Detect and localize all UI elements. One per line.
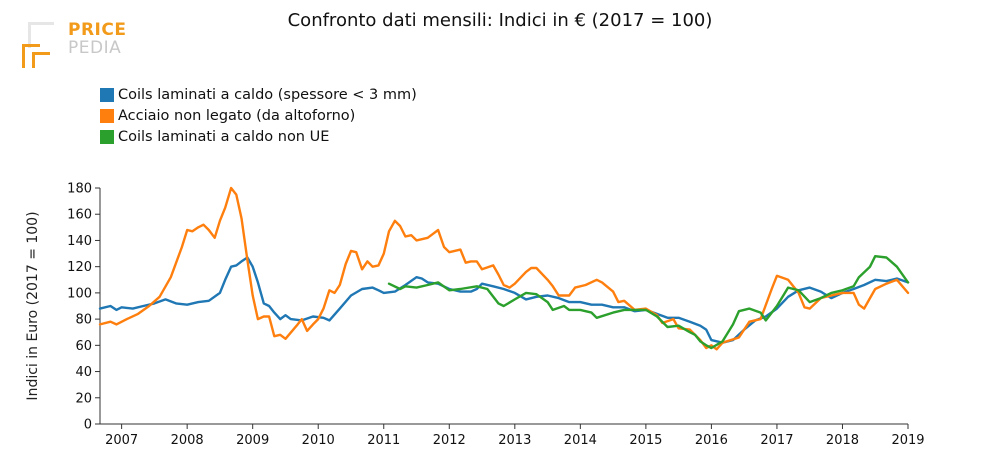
y-tick-label: 60 — [75, 339, 92, 354]
legend-label-1: Acciaio non legato (da altoforno) — [118, 107, 356, 124]
legend-item-1[interactable]: Acciaio non legato (da altoforno) — [100, 105, 417, 126]
y-tick-label: 40 — [75, 365, 92, 380]
x-tick-label: 2017 — [760, 433, 793, 448]
x-tick-label: 2011 — [367, 433, 400, 448]
y-axis-title: Indici in Euro (2017 = 100) — [25, 211, 41, 400]
y-tick-label: 180 — [67, 182, 92, 197]
chart-legend: Coils laminati a caldo (spessore < 3 mm)… — [100, 84, 417, 147]
legend-swatch-2 — [100, 129, 114, 144]
y-tick-label: 80 — [75, 313, 92, 328]
pricepedia-logo: PRICE PEDIA — [20, 20, 130, 70]
x-tick-label: 2014 — [564, 433, 597, 448]
x-tick-label: 2008 — [171, 433, 204, 448]
y-tick-label: 160 — [67, 208, 92, 223]
series-line-1[interactable] — [98, 186, 910, 351]
x-tick-label: 2007 — [105, 433, 138, 448]
x-tick-label: 2015 — [629, 433, 662, 448]
legend-swatch-1 — [100, 108, 114, 123]
chart-series — [98, 186, 910, 351]
x-tick-label: 2019 — [891, 433, 924, 448]
x-tick-label: 2013 — [498, 433, 531, 448]
x-tick-label: 2010 — [302, 433, 335, 448]
logo-text-pedia: PEDIA — [68, 38, 122, 58]
y-tick-label: 140 — [67, 234, 92, 249]
legend-item-0[interactable]: Coils laminati a caldo (spessore < 3 mm) — [100, 84, 417, 105]
y-tick-label: 100 — [67, 286, 92, 301]
chart-axes: 0 20 40 60 80 100 120 140 160 180 2007 2008 2009 2010… — [67, 182, 924, 449]
series-line-0[interactable] — [98, 256, 910, 344]
logo-mark-icon — [22, 22, 54, 68]
series-line-2[interactable] — [387, 255, 910, 350]
chart-title: Confronto dati mensili: Indici in € (201… — [287, 10, 713, 31]
y-tick-label: 0 — [84, 418, 92, 433]
x-tick-label: 2009 — [236, 433, 269, 448]
legend-label-2: Coils laminati a caldo non UE — [118, 128, 330, 145]
x-tick-label: 2012 — [433, 433, 466, 448]
legend-label-0: Coils laminati a caldo (spessore < 3 mm) — [118, 86, 417, 103]
legend-item-2[interactable]: Coils laminati a caldo non UE — [100, 126, 417, 147]
y-tick-label: 120 — [67, 260, 92, 275]
y-tick-label: 20 — [75, 391, 92, 406]
x-tick-label: 2018 — [826, 433, 859, 448]
legend-swatch-0 — [100, 87, 114, 102]
logo-text-price: PRICE — [68, 20, 127, 40]
x-tick-label: 2016 — [695, 433, 728, 448]
